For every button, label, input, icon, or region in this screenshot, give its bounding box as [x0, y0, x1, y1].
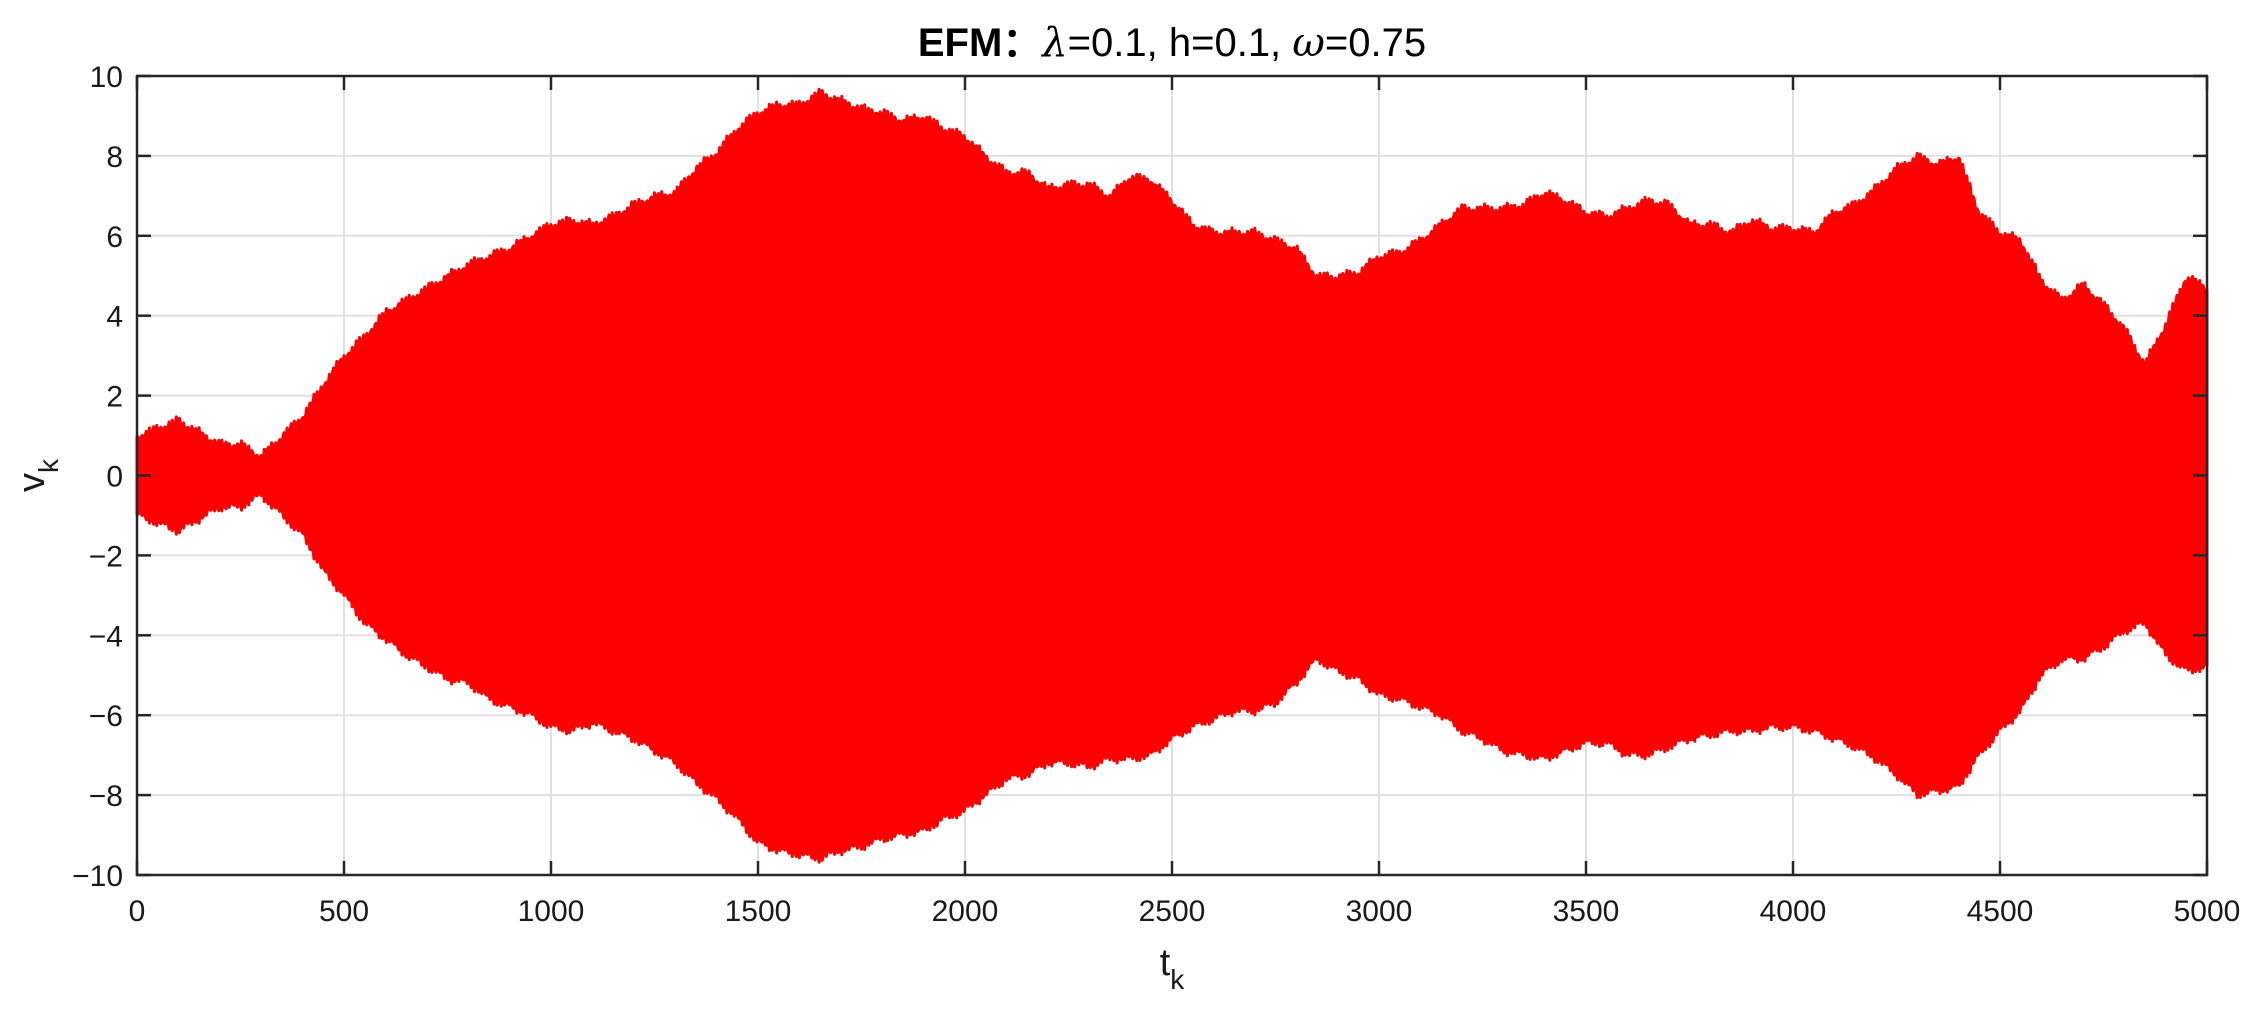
y-tick-label: 2 [106, 381, 123, 414]
y-tick-label: 10 [90, 61, 123, 94]
x-tick-label: 2500 [1139, 895, 1206, 928]
x-tick-label: 0 [129, 895, 146, 928]
x-tick-label: 4500 [1967, 895, 2034, 928]
y-tick-label: −4 [89, 620, 123, 653]
x-tick-label: 3500 [1553, 895, 1620, 928]
y-tick-label: 8 [106, 141, 123, 174]
x-axis-label: tk [1160, 942, 1186, 995]
y-tick-label: −10 [72, 860, 123, 893]
x-tick-label: 500 [319, 895, 369, 928]
y-tick-label: −2 [89, 540, 123, 573]
y-tick-label: 6 [106, 221, 123, 254]
x-tick-label: 1500 [725, 895, 792, 928]
y-tick-label: 4 [106, 301, 123, 334]
x-tick-label: 2000 [932, 895, 999, 928]
y-tick-label: −8 [89, 780, 123, 813]
x-tick-label: 1000 [518, 895, 585, 928]
labels: 0 500 1000 1500 2000 2500 3000 3500 4000 4500 5000… [11, 20, 2240, 995]
y-axis-label: vk [11, 458, 64, 492]
y-tick-label: −6 [89, 700, 123, 733]
x-tick-label: 3000 [1346, 895, 1413, 928]
y-tick-label: 0 [106, 461, 123, 494]
axes [135, 74, 2209, 877]
x-tick-label: 5000 [2174, 895, 2241, 928]
chart-title: EFM：λ=0.1, h=0.1, ω=0.75 [918, 20, 1426, 66]
x-tick-label: 4000 [1760, 895, 1827, 928]
